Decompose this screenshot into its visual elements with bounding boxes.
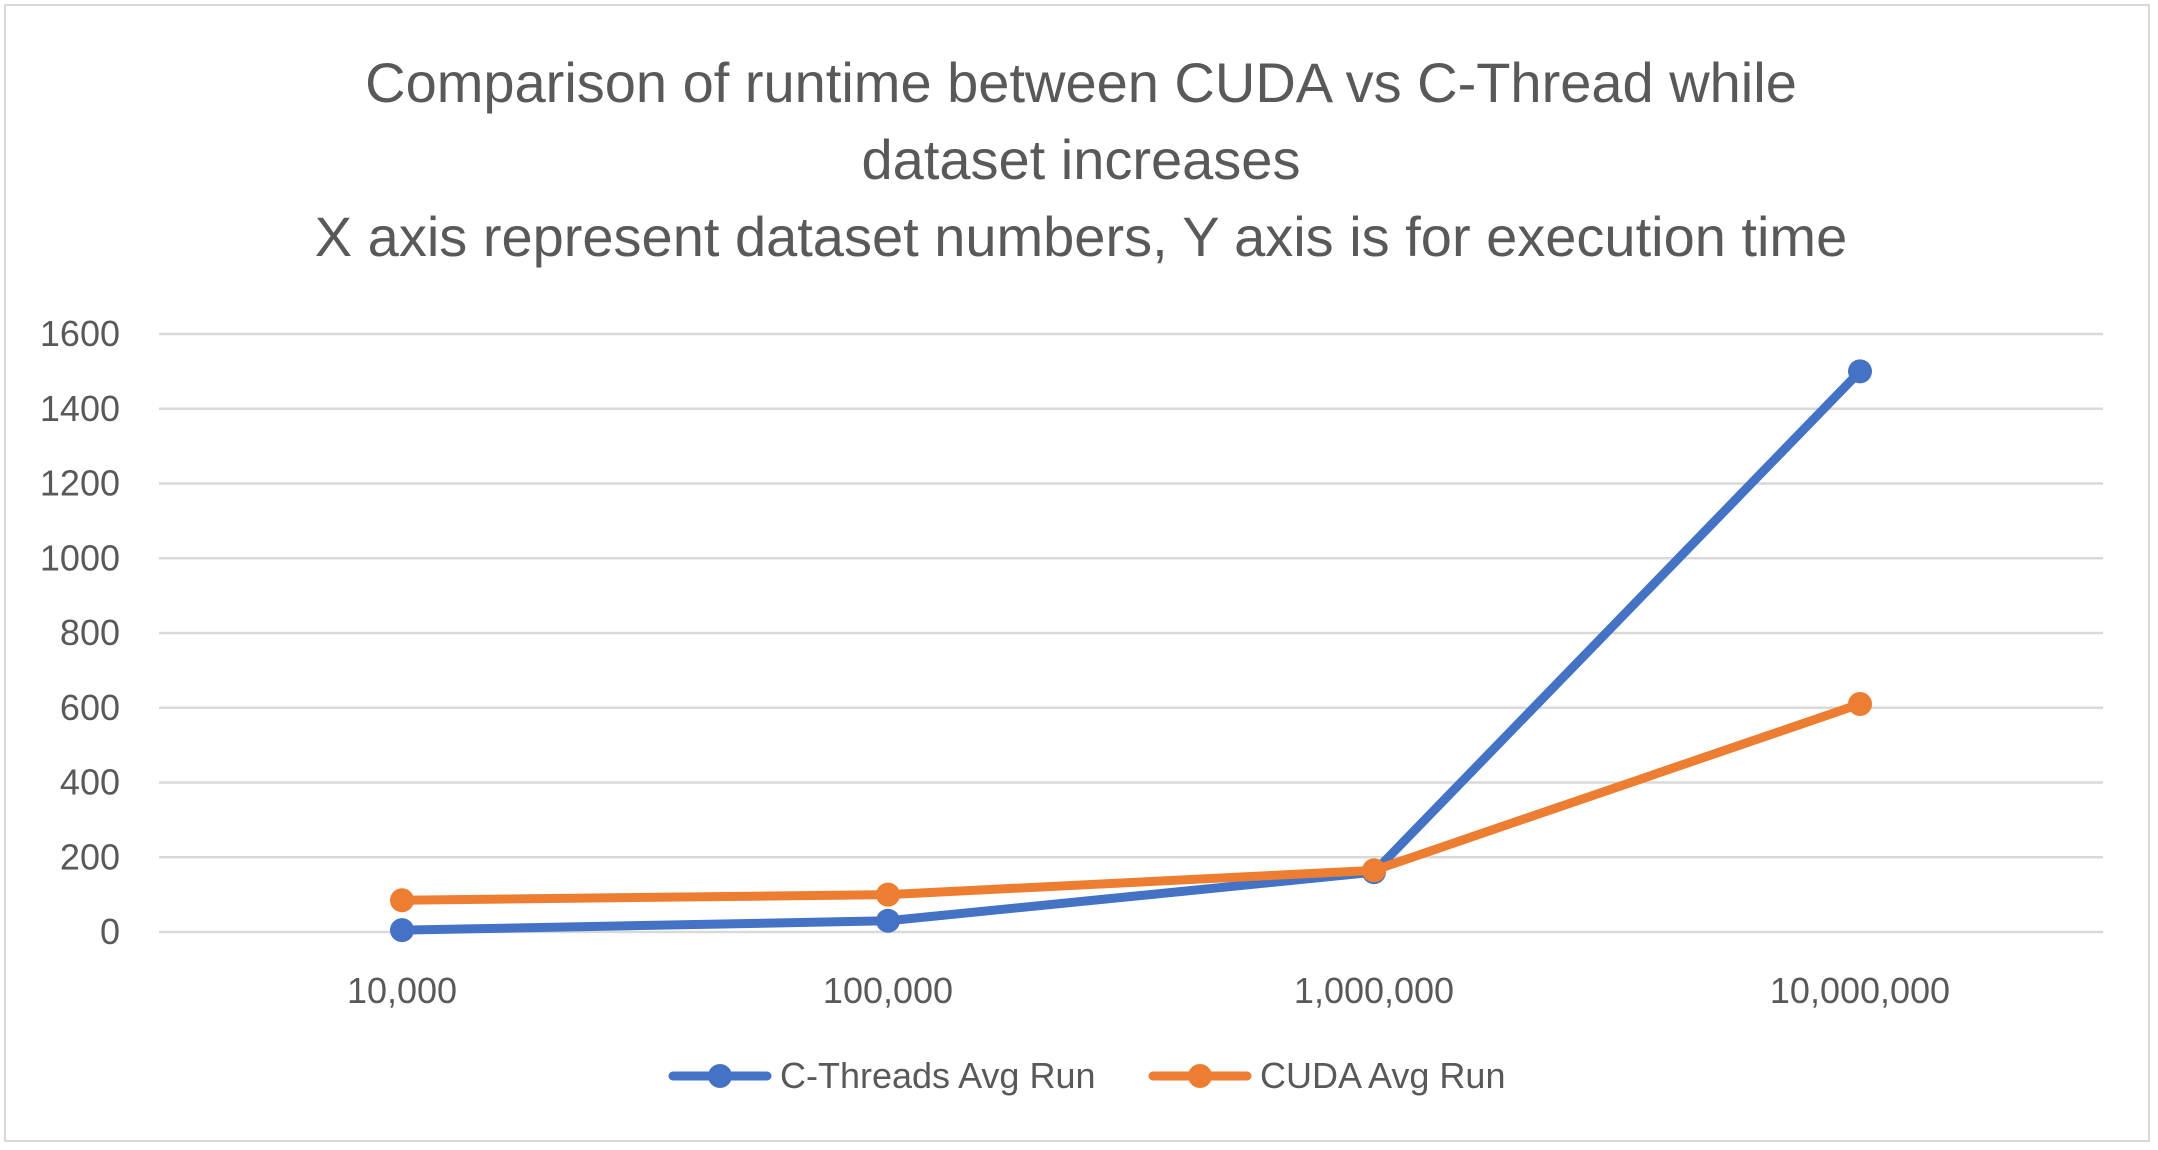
data-point xyxy=(1362,858,1386,883)
data-point xyxy=(390,888,414,913)
y-tick-label: 200 xyxy=(60,836,120,877)
series-line xyxy=(397,699,1865,905)
series-line xyxy=(397,366,1865,935)
line-chart: Comparison of runtime between CUDA vs C-… xyxy=(40,51,2103,1096)
data-point xyxy=(876,908,900,933)
y-tick-label: 600 xyxy=(60,687,120,728)
data-point xyxy=(390,918,414,943)
x-tick-label: 1,000,000 xyxy=(1294,970,1454,1011)
legend: C-Threads Avg Run CUDA Avg Run xyxy=(668,1055,1505,1096)
chart-frame: Comparison of runtime between CUDA vs C-… xyxy=(4,4,2150,1142)
y-tick-label: 1200 xyxy=(40,463,120,504)
y-tick-label: 1000 xyxy=(40,537,120,578)
legend-swatch-marker xyxy=(1188,1064,1212,1088)
x-tick-label: 10,000,000 xyxy=(1770,970,1950,1011)
series-lines xyxy=(390,359,1872,943)
y-axis-tick-labels: 0 200 400 600 800 1000 1200 1400 1600 xyxy=(40,313,120,952)
chart-title: Comparison of runtime between CUDA vs C-… xyxy=(315,51,1847,268)
y-tick-label: 0 xyxy=(100,911,120,952)
x-tick-label: 100,000 xyxy=(823,970,953,1011)
x-axis-tick-labels: 10,000 100,000 1,000,000 10,000,000 xyxy=(347,970,1950,1011)
legend-label: C-Threads Avg Run xyxy=(780,1055,1096,1096)
data-point xyxy=(1848,692,1872,717)
chart-title-line-1: Comparison of runtime between CUDA vs C-… xyxy=(365,51,1797,114)
x-tick-label: 10,000 xyxy=(347,970,457,1011)
y-gridlines xyxy=(159,332,2103,934)
legend-label: CUDA Avg Run xyxy=(1260,1055,1505,1096)
data-point xyxy=(876,882,900,907)
y-tick-label: 1400 xyxy=(40,388,120,429)
data-point xyxy=(1848,359,1872,384)
y-tick-label: 1600 xyxy=(40,313,120,354)
chart-title-line-3: X axis represent dataset numbers, Y axis… xyxy=(315,205,1847,268)
y-tick-label: 400 xyxy=(60,762,120,803)
y-tick-label: 800 xyxy=(60,612,120,653)
legend-swatch-marker xyxy=(708,1064,732,1088)
chart-title-line-2: dataset increases xyxy=(862,128,1301,191)
